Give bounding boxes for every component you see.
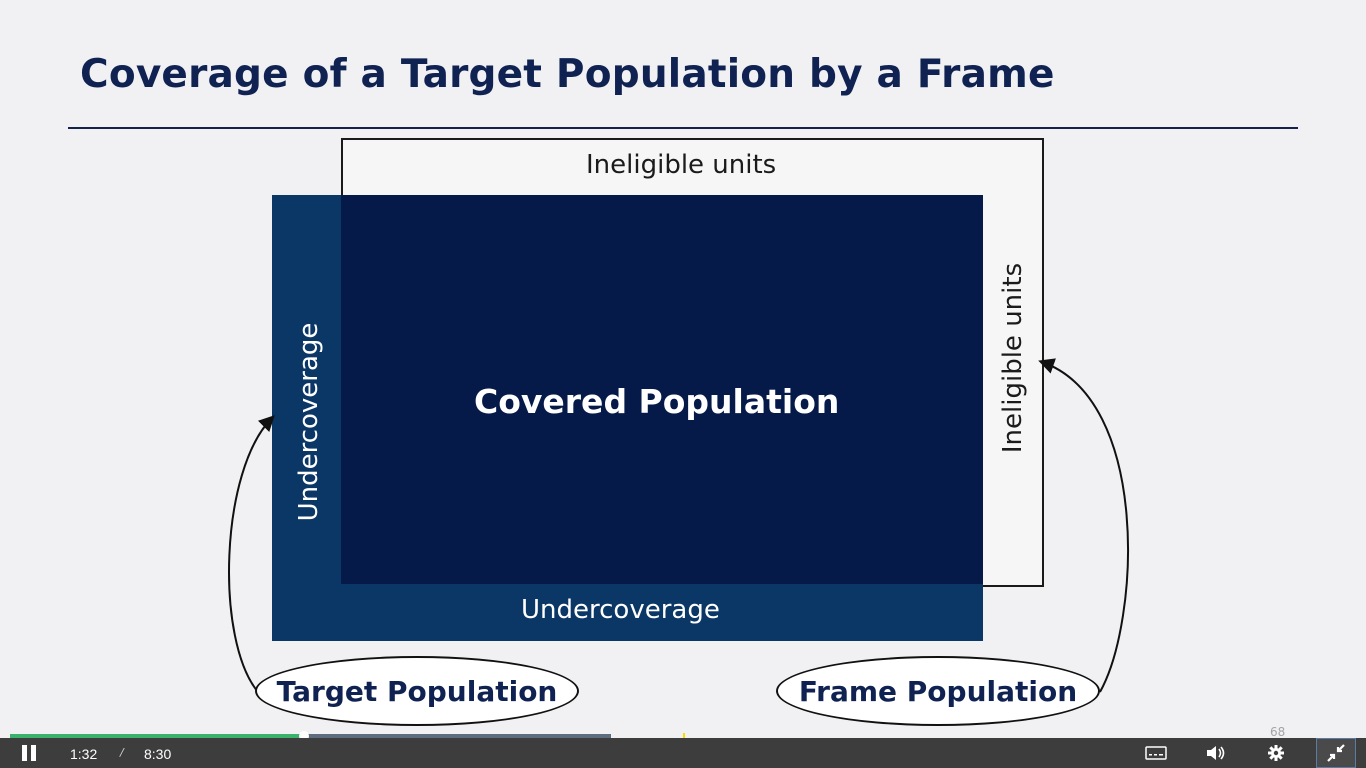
pause-icon — [22, 745, 36, 761]
exit-fullscreen-button[interactable] — [1316, 738, 1356, 768]
player-control-bar: 1:32 / 8:30 — [0, 738, 1366, 768]
slide-page-number: 68 — [1270, 725, 1286, 739]
chapter-marker — [683, 733, 685, 738]
pause-button[interactable] — [14, 738, 44, 768]
progress-track[interactable] — [10, 734, 611, 738]
captions-icon — [1145, 746, 1167, 760]
slide: Coverage of a Target Population by a Fra… — [68, 52, 1298, 739]
title-divider — [68, 127, 1298, 129]
duration: 8:30 — [144, 746, 172, 762]
progress-fill — [10, 734, 304, 738]
gear-icon — [1268, 745, 1284, 761]
frame-population-ellipse: Frame Population — [776, 656, 1100, 726]
undercoverage-bottom-label: Undercoverage — [521, 595, 720, 625]
target-arrow — [228, 415, 275, 693]
volume-icon — [1207, 746, 1225, 760]
progress-scrubber-handle[interactable] — [299, 731, 309, 741]
volume-button[interactable] — [1202, 738, 1230, 768]
slide-title: Coverage of a Target Population by a Fra… — [80, 52, 1055, 97]
connector-arrows — [228, 358, 1129, 693]
ineligible-units-top-label: Ineligible units — [586, 150, 777, 180]
frame-population-label: Frame Population — [798, 674, 1078, 708]
target-population-ellipse: Target Population — [255, 656, 579, 726]
captions-button[interactable] — [1142, 738, 1170, 768]
settings-button[interactable] — [1262, 738, 1290, 768]
current-time: 1:32 — [70, 746, 98, 762]
covered-population-label: Covered Population — [474, 382, 840, 421]
time-separator: / — [120, 746, 124, 759]
exit-fullscreen-icon — [1327, 744, 1345, 762]
frame-arrow — [1038, 358, 1129, 693]
covered-population-box — [341, 195, 983, 584]
target-population-label: Target Population — [276, 674, 558, 708]
